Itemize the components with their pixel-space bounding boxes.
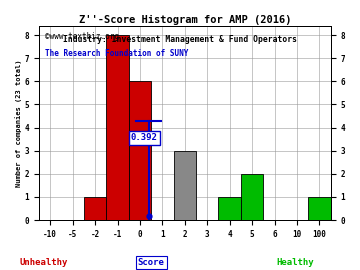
Text: ©www.textbiz.org: ©www.textbiz.org [45,32,119,41]
Bar [106,35,129,220]
Bar [241,174,264,220]
Text: Unhealthy: Unhealthy [19,258,67,267]
Bar [84,197,106,220]
Text: Industry: Investment Management & Fund Operators: Industry: Investment Management & Fund O… [63,35,297,44]
Bar [219,197,241,220]
Text: Healthy: Healthy [276,258,314,267]
Y-axis label: Number of companies (23 total): Number of companies (23 total) [15,59,22,187]
Bar [308,197,330,220]
Text: The Research Foundation of SUNY: The Research Foundation of SUNY [45,49,188,58]
Bar [129,81,151,220]
Text: Score: Score [138,258,165,267]
Bar [174,151,196,220]
Title: Z''-Score Histogram for AMP (2016): Z''-Score Histogram for AMP (2016) [78,15,291,25]
Text: 0.392: 0.392 [131,133,158,143]
